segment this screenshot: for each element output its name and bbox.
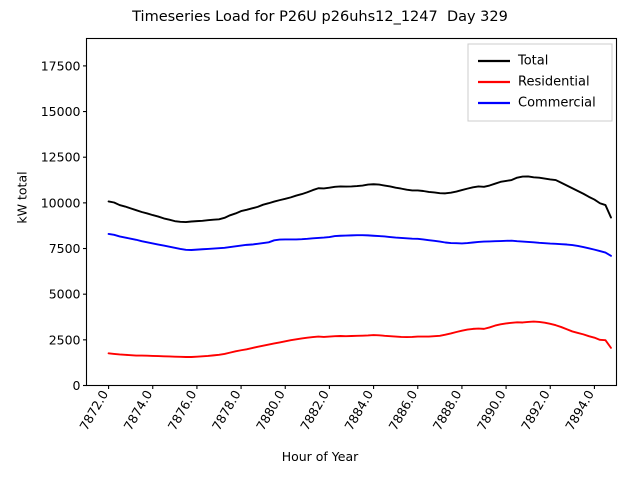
y-axis-ticks: 0 2500 5000 7500 10000 12500 15000 17500 bbox=[41, 58, 87, 393]
legend-label-residential: Residential bbox=[518, 75, 590, 90]
legend-label-commercial: Commercial bbox=[518, 96, 596, 111]
x-tick-label: 7878.0 bbox=[209, 387, 244, 432]
x-tick-label: 7882.0 bbox=[297, 387, 332, 432]
chart-legend: Total Residential Commercial bbox=[467, 43, 613, 122]
y-tick-label: 2500 bbox=[49, 332, 81, 347]
x-tick-label: 7890.0 bbox=[474, 387, 509, 432]
series-line-total bbox=[107, 175, 612, 223]
legend-box bbox=[467, 43, 613, 122]
x-tick-label: 7884.0 bbox=[341, 387, 376, 432]
x-tick-label: 7886.0 bbox=[385, 387, 420, 432]
x-tick-label: 7894.0 bbox=[562, 387, 597, 432]
x-tick-label: 7876.0 bbox=[165, 387, 200, 432]
legend-label-total: Total bbox=[517, 54, 548, 69]
y-tick-label: 17500 bbox=[41, 58, 81, 73]
y-tick-label: 10000 bbox=[41, 195, 81, 210]
y-tick-label: 12500 bbox=[41, 150, 81, 165]
x-tick-label: 7880.0 bbox=[253, 387, 288, 432]
y-tick-label: 5000 bbox=[49, 287, 81, 302]
page-title: Timeseries Load for P26U p26uhs12_1247 D… bbox=[132, 9, 508, 25]
series-line-commercial bbox=[107, 232, 612, 257]
x-tick-label: 7872.0 bbox=[76, 387, 111, 432]
data-series-group bbox=[107, 175, 612, 358]
x-tick-label: 7874.0 bbox=[120, 387, 155, 432]
x-tick-label: 7888.0 bbox=[430, 387, 465, 432]
x-axis-label: Hour of Year bbox=[281, 449, 359, 464]
y-tick-label: 15000 bbox=[41, 104, 81, 119]
x-axis-ticks: 7872.0 7874.0 7876.0 7878.0 7880.0 7882.0 7884… bbox=[76, 385, 597, 433]
x-tick-label: 7892.0 bbox=[518, 387, 553, 432]
series-line-residential bbox=[107, 320, 612, 358]
axes-frame bbox=[85, 37, 618, 387]
y-tick-label: 7500 bbox=[49, 241, 81, 256]
y-tick-label: 0 bbox=[73, 378, 81, 393]
